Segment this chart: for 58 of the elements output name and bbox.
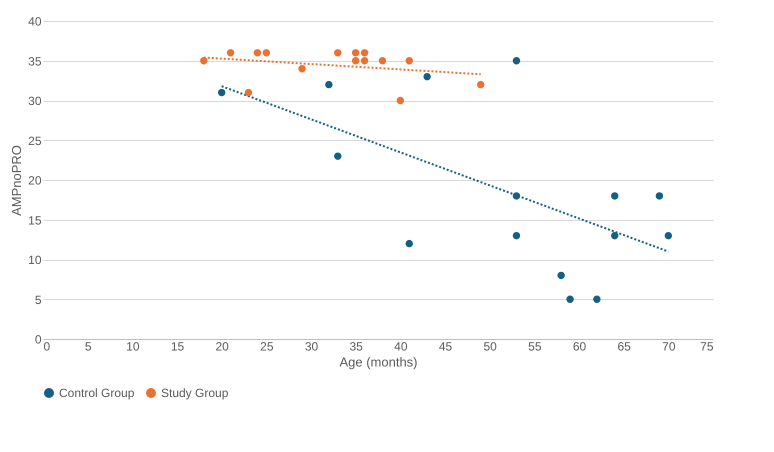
point bbox=[396, 96, 404, 104]
point bbox=[244, 88, 252, 96]
point bbox=[512, 232, 520, 240]
y-tick-label: 30 bbox=[28, 94, 42, 108]
x-tick-label: 0 bbox=[44, 340, 50, 354]
x-tick-label: 50 bbox=[483, 340, 498, 354]
y-tick-label: 25 bbox=[28, 134, 42, 148]
x-tick-label: 20 bbox=[215, 340, 230, 354]
point bbox=[298, 65, 306, 72]
x-tick-label: 65 bbox=[617, 340, 632, 354]
x-tick-label: 30 bbox=[304, 340, 318, 354]
point bbox=[611, 232, 618, 240]
point bbox=[218, 88, 226, 96]
point bbox=[512, 192, 520, 200]
y-tick-label: 10 bbox=[28, 253, 42, 267]
y-tick-label: 20 bbox=[28, 174, 42, 188]
x-axis-title: Age (months) bbox=[339, 354, 418, 370]
x-tick-label: 15 bbox=[170, 340, 184, 354]
point bbox=[406, 240, 413, 248]
x-tick-label: 75 bbox=[700, 340, 714, 354]
point bbox=[334, 49, 342, 56]
point bbox=[611, 192, 618, 200]
y-axis-title: AMPnoPRO bbox=[9, 145, 24, 216]
y-tick-label: 15 bbox=[28, 213, 42, 228]
x-tick-label: 55 bbox=[528, 340, 542, 354]
point bbox=[557, 272, 565, 280]
point bbox=[664, 232, 672, 240]
y-tick-label: 5 bbox=[34, 292, 42, 307]
y-tick-label: 40 bbox=[28, 14, 42, 28]
point bbox=[334, 152, 342, 160]
x-tick-label: 40 bbox=[394, 340, 408, 354]
x-tick-label: 70 bbox=[662, 340, 676, 354]
x-tick-label: 60 bbox=[572, 340, 586, 354]
legend-label: Control Group bbox=[59, 386, 135, 400]
x-tick-label: 35 bbox=[349, 340, 364, 354]
point bbox=[477, 80, 484, 88]
point bbox=[226, 49, 234, 56]
point bbox=[360, 57, 368, 64]
point bbox=[593, 296, 601, 303]
point bbox=[200, 57, 208, 64]
point bbox=[406, 57, 413, 64]
point bbox=[352, 49, 360, 56]
point bbox=[254, 49, 262, 56]
x-tick-label: 45 bbox=[438, 340, 452, 354]
point bbox=[352, 57, 360, 64]
point bbox=[566, 296, 574, 303]
point bbox=[423, 72, 431, 80]
point bbox=[262, 49, 270, 56]
y-tick-label: 35 bbox=[28, 54, 42, 68]
legend-label: Study Group bbox=[161, 386, 229, 400]
x-tick-label: 5 bbox=[84, 340, 92, 354]
point bbox=[325, 80, 333, 88]
point bbox=[512, 57, 520, 64]
point bbox=[378, 57, 386, 64]
x-tick-label: 10 bbox=[126, 340, 140, 354]
point bbox=[360, 49, 368, 56]
x-tick-label: 25 bbox=[260, 340, 274, 354]
point bbox=[656, 192, 664, 200]
